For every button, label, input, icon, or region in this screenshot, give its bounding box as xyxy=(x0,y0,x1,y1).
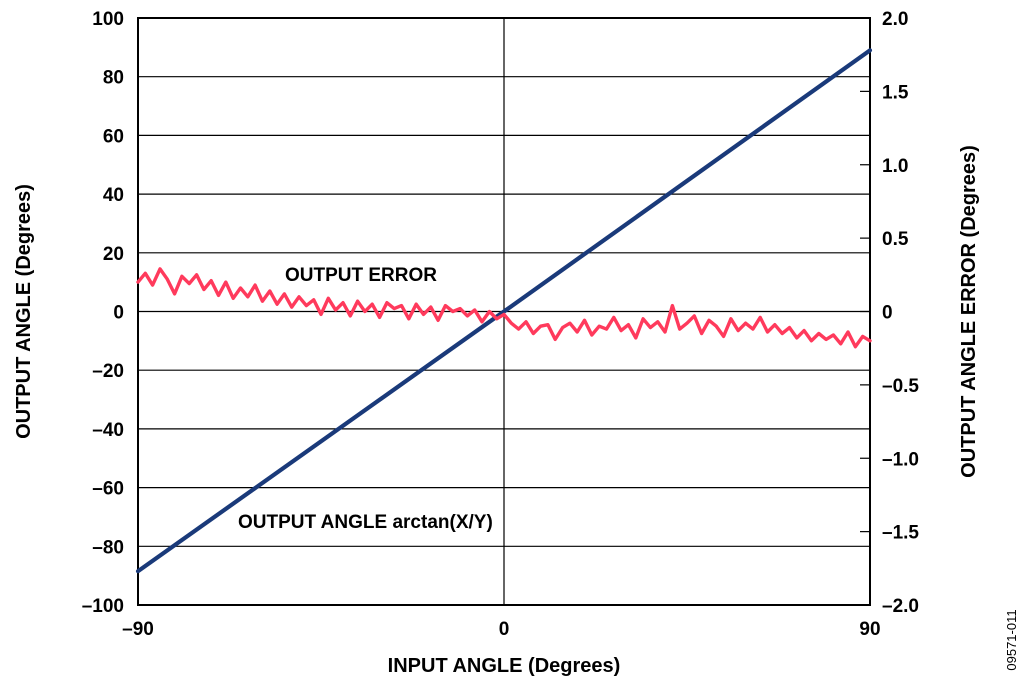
y2-axis-title: OUTPUT ANGLE ERROR (Degrees) xyxy=(958,145,980,478)
y-tick-label: –80 xyxy=(92,537,124,558)
y2-tick-label: –2.0 xyxy=(882,596,919,617)
x-tick-label: 0 xyxy=(499,619,510,640)
y-tick-label: –100 xyxy=(82,596,124,617)
series-line-output-angle xyxy=(135,48,873,574)
y-tick-label: 100 xyxy=(92,9,124,30)
series-layer xyxy=(135,48,873,574)
y-tick-label: –40 xyxy=(92,420,124,441)
y2-tick-labels: 2.0 1.5 1.0 0.5 0 –0.5 –1.0 –1.5 –2.0 xyxy=(860,9,919,617)
y2-tick-label: –0.5 xyxy=(882,376,919,397)
y2-tick-label: –1.0 xyxy=(882,449,919,470)
y-tick-label: 0 xyxy=(113,303,124,324)
annotation-output-error: OUTPUT ERROR xyxy=(285,265,437,286)
y-tick-label: –60 xyxy=(92,479,124,500)
y2-tick-label: –1.5 xyxy=(882,523,919,544)
y2-tick-label: 1.5 xyxy=(882,82,909,103)
y-tick-labels: 100 80 60 40 20 0 –20 –40 –60 –80 –100 xyxy=(82,9,124,617)
figure-id: 09571-011 xyxy=(1004,609,1019,670)
annotation-output-angle: OUTPUT ANGLE arctan(X/Y) xyxy=(238,512,493,533)
series-line-output-error xyxy=(136,267,872,349)
y-tick-label: 20 xyxy=(103,244,124,265)
x-tick-label: –90 xyxy=(122,619,154,640)
y2-tick-label: 0.5 xyxy=(882,229,909,250)
y-tick-label: 60 xyxy=(103,126,124,147)
y2-tick-label: 1.0 xyxy=(882,156,908,177)
y-tick-label: 80 xyxy=(103,68,124,89)
y-tick-label: –20 xyxy=(92,361,124,382)
x-tick-labels: –90 0 90 xyxy=(122,619,880,640)
y2-tick-label: 0 xyxy=(882,303,893,324)
x-axis-title: INPUT ANGLE (Degrees) xyxy=(388,655,621,677)
x-tick-label: 90 xyxy=(859,619,880,640)
y2-tick-label: 2.0 xyxy=(882,9,908,30)
y-tick-label: 40 xyxy=(103,185,124,206)
y-axis-title: OUTPUT ANGLE (Degrees) xyxy=(13,184,35,439)
